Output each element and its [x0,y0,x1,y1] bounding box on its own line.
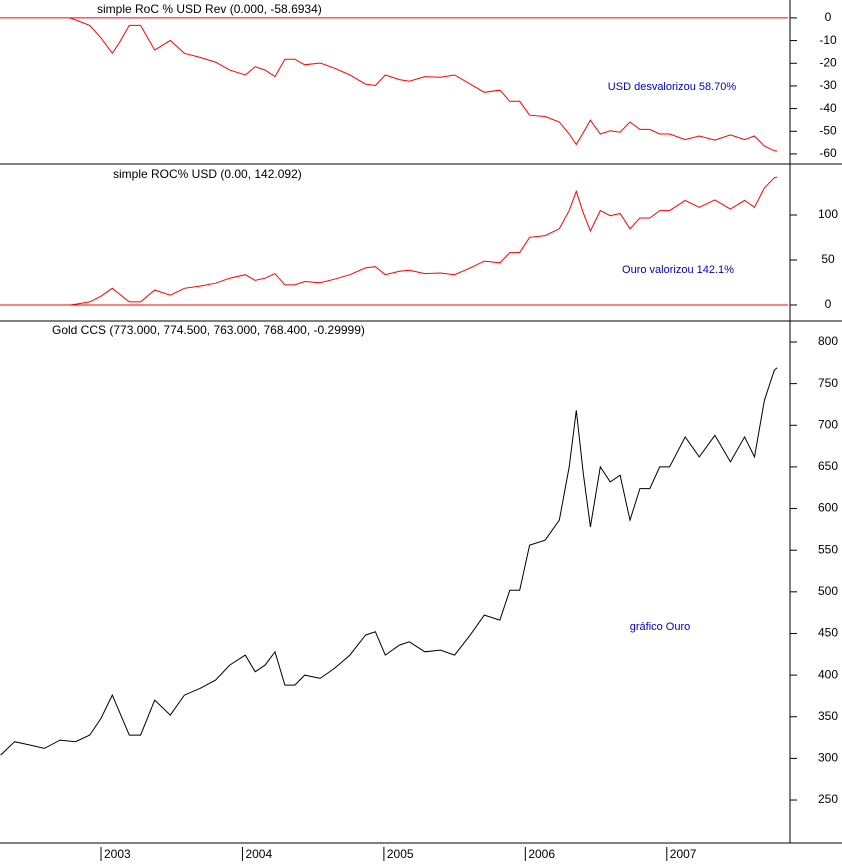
y-tick-label: 500 [818,584,838,598]
y-tick-label: -20 [819,55,837,69]
annotation: gráfico Ouro [630,621,691,633]
series-line [69,17,778,152]
x-tick-label: 2007 [670,847,697,861]
y-tick-label: 350 [818,709,838,723]
y-tick-label: 0 [825,10,832,24]
y-tick-label: -10 [819,33,837,47]
y-tick-label: -60 [819,146,837,160]
series-line [0,367,778,756]
panel-title: simple ROC% USD (0.00, 142.092) [113,167,302,181]
y-tick-label: 600 [818,501,838,515]
annotation: USD desvalorizou 58.70% [608,81,737,93]
y-tick-label: 400 [818,667,838,681]
y-tick-label: 550 [818,542,838,556]
y-tick-label: 300 [818,751,838,765]
y-tick-label: -30 [819,78,837,92]
y-tick-label: -50 [819,123,837,137]
panel-title: simple RoC % USD Rev (0.000, -58.6934) [97,2,322,16]
series-line [69,176,778,306]
y-tick-label: 250 [818,792,838,806]
x-tick-label: 2003 [104,847,131,861]
y-tick-label: 100 [818,207,838,221]
panel-title: Gold CCS (773.000, 774.500, 763.000, 768… [52,323,365,337]
x-tick-label: 2006 [528,847,555,861]
y-tick-label: 650 [818,459,838,473]
x-tick-label: 2004 [245,847,272,861]
x-tick-label: 2005 [387,847,414,861]
y-tick-label: -40 [819,101,837,115]
y-tick-label: 0 [825,297,832,311]
y-tick-label: 800 [818,334,838,348]
y-tick-label: 450 [818,626,838,640]
y-tick-label: 750 [818,376,838,390]
y-tick-label: 50 [821,252,835,266]
annotation: Ouro valorizou 142.1% [622,264,734,276]
y-tick-label: 700 [818,417,838,431]
